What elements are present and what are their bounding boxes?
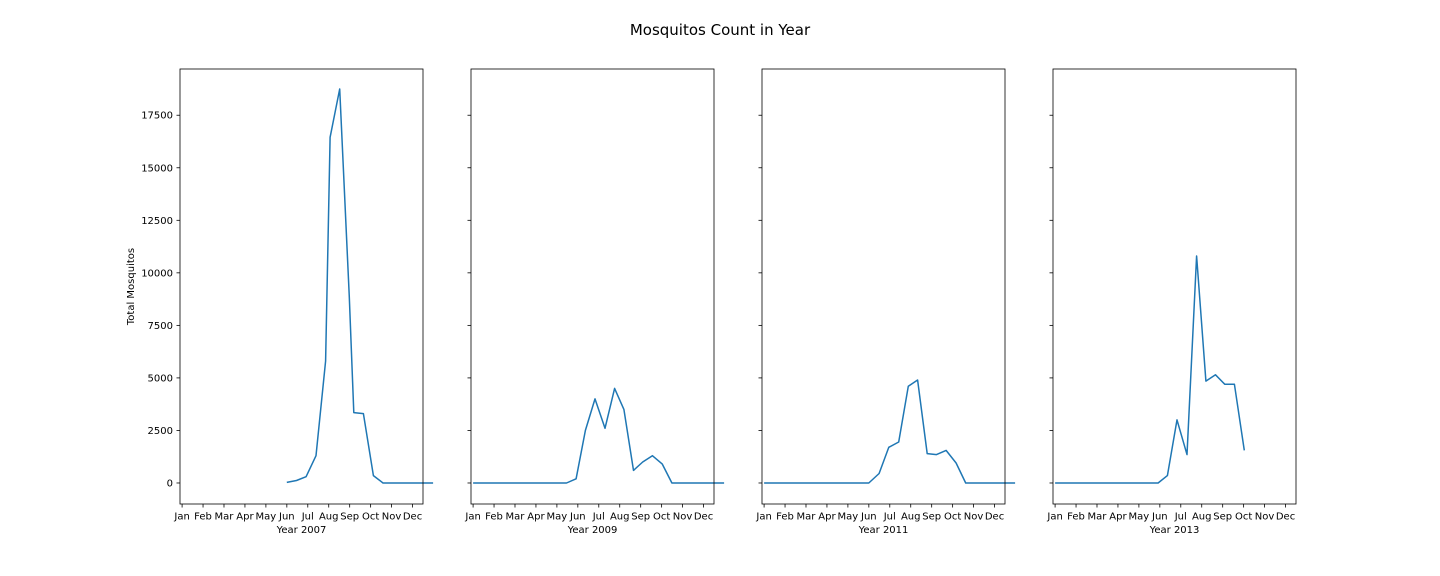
- x-tick-label: Jan: [464, 512, 480, 523]
- chart-title: Mosquitos Count in Year: [630, 21, 811, 39]
- x-tick-label: Jun: [1151, 512, 1168, 523]
- x-tick-label: Oct: [653, 512, 670, 523]
- x-tick-label: Dec: [694, 512, 713, 523]
- x-tick-label: Jul: [1174, 512, 1187, 523]
- x-axis-label: Year 2009: [567, 525, 618, 536]
- x-tick-label: Sep: [1213, 512, 1232, 523]
- x-tick-label: Aug: [610, 512, 630, 523]
- panel-2: Jan Feb Mar Apr May Jun Jul Aug Sep Oct Nov Dec Year…: [464, 68, 725, 536]
- x-tick-label: Aug: [901, 512, 921, 523]
- x-tick-label: Oct: [944, 512, 961, 523]
- x-tick-label: Jan: [755, 512, 771, 523]
- y-axis-label: Total Mosquitos: [126, 248, 137, 326]
- x-tick-label: Feb: [1067, 512, 1085, 523]
- series-line: [286, 88, 434, 484]
- plot-frame: [470, 68, 715, 505]
- x-tick-label: Oct: [362, 512, 379, 523]
- y-tick-label: 10000: [141, 268, 173, 279]
- x-tick-label: May: [1129, 512, 1150, 523]
- x-tick-label: Jul: [883, 512, 896, 523]
- x-tick-label: Feb: [776, 512, 794, 523]
- x-tick-label: Oct: [1235, 512, 1252, 523]
- x-tick-label: Nov: [1255, 512, 1275, 523]
- x-tick-label: Dec: [403, 512, 422, 523]
- x-tick-label: May: [256, 512, 277, 523]
- x-tick-label: Jun: [278, 512, 295, 523]
- x-tick-label: Apr: [818, 512, 836, 523]
- x-tick-label: Mar: [1088, 512, 1108, 523]
- x-axis-label: Year 2013: [1149, 525, 1200, 536]
- x-tick-label: Nov: [964, 512, 984, 523]
- series-line: [473, 387, 725, 484]
- x-tick-label: Apr: [236, 512, 254, 523]
- plot-frame: [1052, 68, 1297, 505]
- x-tick-label: Jun: [860, 512, 877, 523]
- y-tick-label: 7500: [148, 321, 173, 332]
- y-tick-label: 12500: [141, 216, 173, 227]
- x-tick-label: Mar: [506, 512, 526, 523]
- series-line: [1055, 255, 1246, 484]
- y-tick-label: 0: [167, 478, 173, 489]
- x-tick-label: Aug: [1192, 512, 1212, 523]
- x-axis-label: Year 2011: [858, 525, 909, 536]
- x-axis-label: Year 2007: [276, 525, 327, 536]
- x-tick-label: Sep: [340, 512, 359, 523]
- x-tick-label: Feb: [194, 512, 212, 523]
- x-tick-label: Mar: [797, 512, 817, 523]
- y-tick-label: 17500: [141, 111, 173, 122]
- x-tick-label: Jun: [569, 512, 586, 523]
- x-tick-label: Nov: [673, 512, 693, 523]
- panel-3: Jan Feb Mar Apr May Jun Jul Aug Sep Oct Nov Dec Year…: [755, 68, 1016, 536]
- x-tick-label: Apr: [1109, 512, 1127, 523]
- x-tick-label: May: [547, 512, 568, 523]
- series-line: [764, 379, 1016, 484]
- x-tick-label: Jul: [592, 512, 605, 523]
- x-tick-label: Dec: [985, 512, 1004, 523]
- x-tick-label: Aug: [319, 512, 339, 523]
- panel-4: Jan Feb Mar Apr May Jun Jul Aug Sep Oct Nov Dec Year…: [1046, 68, 1297, 536]
- x-tick-label: Nov: [382, 512, 402, 523]
- x-tick-label: Jan: [1046, 512, 1062, 523]
- x-tick-label: Jul: [301, 512, 314, 523]
- x-tick-label: Jan: [173, 512, 189, 523]
- x-tick-label: Mar: [215, 512, 235, 523]
- x-tick-label: Sep: [922, 512, 941, 523]
- plot-frame: [179, 68, 424, 505]
- y-tick-label: 5000: [148, 373, 173, 384]
- y-tick-label: 2500: [148, 426, 173, 437]
- x-tick-label: Sep: [631, 512, 650, 523]
- x-tick-label: Apr: [527, 512, 545, 523]
- plot-frame: [761, 68, 1006, 505]
- x-tick-label: May: [838, 512, 859, 523]
- x-tick-label: Dec: [1276, 512, 1295, 523]
- x-tick-label: Feb: [485, 512, 503, 523]
- y-tick-label: 15000: [141, 163, 173, 174]
